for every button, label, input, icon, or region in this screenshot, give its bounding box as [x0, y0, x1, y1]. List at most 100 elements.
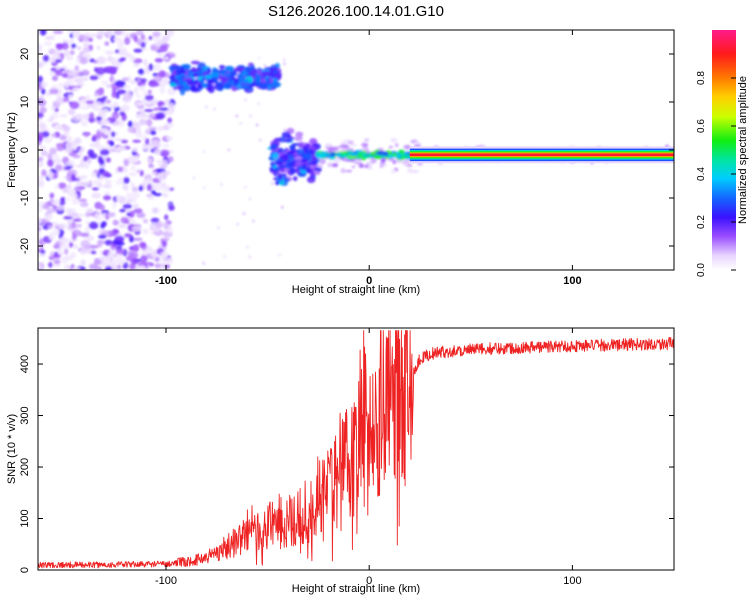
spectral-cell	[38, 135, 43, 143]
spectral-cell	[91, 192, 101, 199]
spectral-cell	[119, 111, 126, 116]
spectral-cell	[154, 263, 162, 269]
spectral-cell	[341, 154, 348, 158]
spectral-cell	[373, 154, 383, 160]
spectral-cell	[102, 134, 109, 139]
spectral-cell	[48, 261, 53, 268]
y-tick-label: 100	[19, 509, 31, 527]
spectral-cell	[140, 78, 147, 83]
spectral-cell	[132, 139, 142, 143]
spectral-cell	[225, 82, 232, 90]
spectral-cell	[274, 161, 284, 165]
spectral-cell	[47, 171, 54, 179]
spectral-cell	[57, 223, 67, 230]
spectral-cell	[49, 88, 59, 95]
spectral-cell	[133, 87, 139, 95]
spectral-cell	[127, 75, 132, 83]
spectral-cell	[51, 263, 62, 268]
spectral-cell	[179, 87, 186, 96]
spectral-cell	[40, 81, 48, 88]
spectral-cell	[278, 253, 282, 257]
spectral-cell	[280, 205, 284, 209]
spectral-cell	[147, 89, 152, 95]
spectral-cell	[332, 162, 339, 168]
spectral-cell	[163, 193, 169, 198]
spectral-cell	[65, 141, 73, 150]
spectral-cell	[97, 30, 106, 37]
spectral-cell	[140, 254, 148, 263]
spectral-cell	[304, 142, 310, 148]
spectral-cell	[127, 155, 137, 164]
spectral-cell	[38, 141, 42, 146]
x-tick-label: 100	[563, 575, 581, 587]
spectral-cell	[68, 152, 76, 157]
spectral-cell	[117, 258, 126, 265]
spectral-cell	[91, 171, 97, 179]
spectral-cell	[148, 163, 154, 168]
spectral-cell	[123, 84, 131, 90]
spectral-cell	[152, 37, 162, 42]
spectral-cell	[50, 34, 55, 41]
y-tick-label: 300	[19, 406, 31, 424]
spectral-cell	[59, 237, 69, 244]
spectral-cell	[146, 118, 153, 127]
spectral-cell	[221, 76, 228, 84]
spectral-cell	[121, 77, 129, 82]
spectral-cell	[67, 108, 76, 116]
spectrogram-x-axis: -100 0 100	[155, 30, 582, 287]
spectral-cell	[138, 118, 148, 126]
spectral-cell	[95, 116, 103, 122]
spectral-cell	[93, 101, 102, 107]
spectral-cell	[327, 147, 335, 151]
spectral-cell	[219, 182, 223, 186]
spectral-cell	[81, 69, 90, 77]
spectral-cell	[113, 101, 119, 108]
spectral-cell	[88, 180, 93, 189]
spectral-cell	[95, 141, 101, 147]
spectral-cell	[115, 180, 122, 185]
spectral-cell	[41, 88, 46, 95]
spectral-cell	[58, 198, 66, 206]
spectral-cell	[69, 213, 79, 217]
spectral-cell	[294, 135, 303, 142]
spectral-cell	[289, 167, 296, 175]
spectral-cell	[89, 153, 98, 159]
spectral-cell	[149, 222, 158, 227]
spectral-cell	[133, 62, 140, 68]
spectral-cell	[165, 30, 173, 33]
spectral-cell	[85, 212, 90, 218]
spectral-cell	[114, 138, 123, 142]
spectral-cell	[88, 37, 94, 43]
spectral-cell	[65, 197, 71, 201]
spectral-cell	[94, 212, 100, 221]
spectral-cell	[272, 70, 279, 74]
spectral-cell	[75, 164, 86, 168]
colorbar-tick-label: 0.0	[696, 263, 707, 277]
spectral-cell	[101, 171, 110, 178]
spectral-cell	[106, 30, 113, 37]
spectral-cell	[132, 203, 139, 209]
y-tick-label: 10	[19, 96, 31, 108]
spectral-cell	[110, 34, 116, 43]
spectral-cell	[287, 162, 296, 167]
spectral-cell	[85, 53, 91, 60]
spectral-cell	[325, 143, 333, 148]
spectral-cell	[140, 33, 146, 41]
spectral-cell	[390, 168, 397, 174]
spectral-cell	[98, 168, 106, 173]
spectral-cell	[294, 155, 304, 161]
x-tick-label: 0	[366, 275, 372, 287]
spectral-cell	[122, 185, 129, 190]
spectral-cell	[143, 59, 149, 67]
spectral-cell	[270, 161, 275, 167]
spectral-cell	[157, 100, 165, 107]
spectral-cell	[133, 35, 138, 43]
spectral-cell	[41, 169, 47, 177]
spectral-cell	[52, 158, 63, 164]
spectral-cell	[148, 126, 157, 131]
spectral-cell	[248, 197, 252, 201]
spectral-cell	[38, 243, 42, 250]
spectral-cell	[245, 66, 253, 73]
spectral-cell	[309, 171, 316, 177]
